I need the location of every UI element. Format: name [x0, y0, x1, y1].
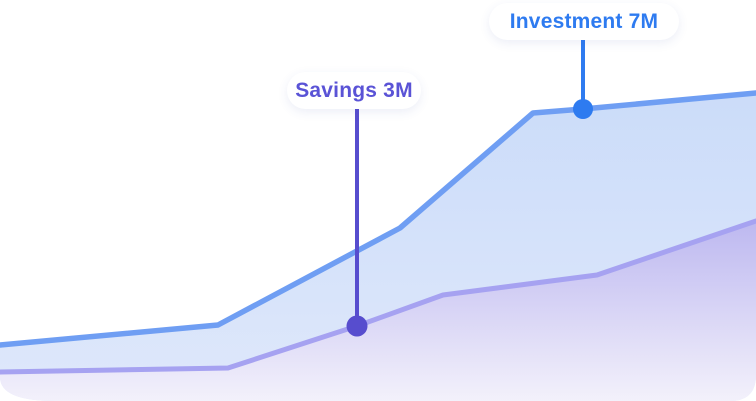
investment-callout-pill: Investment 7M	[489, 3, 679, 40]
savings-line	[0, 218, 756, 375]
savings-callout-pill: Savings 3M	[287, 72, 421, 109]
investment-line	[0, 90, 756, 348]
savings-area	[0, 221, 756, 401]
investment-data-point[interactable]	[573, 99, 593, 119]
savings-callout-label: Savings 3M	[295, 78, 413, 102]
savings-data-point[interactable]	[346, 315, 368, 337]
investment-callout-label: Investment 7M	[509, 9, 659, 33]
